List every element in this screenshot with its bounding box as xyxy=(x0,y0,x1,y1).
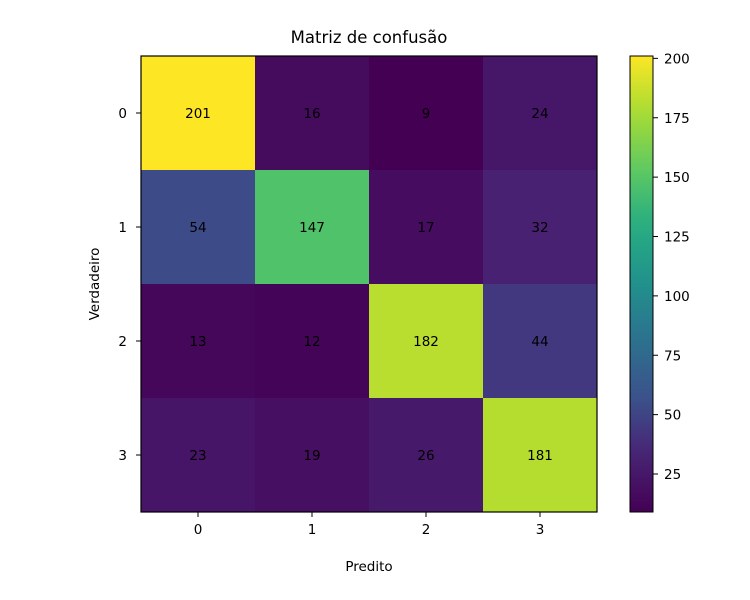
heatmap-cell xyxy=(255,398,370,513)
heatmap-cell xyxy=(255,284,370,399)
x-tick-label: 1 xyxy=(308,522,317,538)
heatmap-cell xyxy=(483,284,598,399)
cell-value-label: 13 xyxy=(189,334,206,350)
heatmap-cell xyxy=(369,284,484,399)
cell-value-label: 12 xyxy=(303,334,320,350)
cell-value-label: 19 xyxy=(303,448,320,464)
cell-value-label: 201 xyxy=(185,106,211,122)
heatmap-cell xyxy=(141,398,256,513)
colorbar-tick-label: 50 xyxy=(664,408,681,424)
heatmap-cell xyxy=(255,56,370,171)
x-axis-ticks: 0 1 2 3 xyxy=(194,512,545,538)
cell-value-label: 147 xyxy=(299,220,325,236)
colorbar-tick-label: 100 xyxy=(664,289,690,305)
y-axis-ticks: 0 1 2 3 xyxy=(118,106,141,464)
heatmap-cell xyxy=(483,170,598,285)
heatmap-cell xyxy=(483,398,598,513)
cell-value-label: 9 xyxy=(422,106,431,122)
heatmap-cell xyxy=(255,170,370,285)
colorbar-tick-label: 200 xyxy=(664,51,690,67)
cell-value-label: 24 xyxy=(531,106,548,122)
colorbar-tick-label: 75 xyxy=(664,348,681,364)
y-tick-label: 3 xyxy=(118,448,127,464)
colorbar-tick-label: 150 xyxy=(664,170,690,186)
colorbar xyxy=(629,55,654,513)
cell-value-label: 181 xyxy=(527,448,553,464)
heatmap-cell xyxy=(141,56,256,171)
heatmap-cell xyxy=(141,284,256,399)
colorbar-tick-label: 125 xyxy=(664,230,690,246)
heatmap-cell xyxy=(141,170,256,285)
heatmap-frame xyxy=(140,55,598,513)
x-axis-label: Predito xyxy=(345,559,392,575)
colorbar-ticks: 25 50 75 100 125 150 175 200 xyxy=(653,51,690,483)
cell-value-label: 32 xyxy=(531,220,548,236)
x-tick-label: 2 xyxy=(422,522,431,538)
cell-labels: 201 16 9 24 54 147 17 32 13 12 182 44 23 19 26 181 xyxy=(185,106,553,464)
chart-title: Matriz de confusão xyxy=(291,28,448,47)
cell-value-label: 182 xyxy=(413,334,439,350)
colorbar-tick-label: 175 xyxy=(664,111,690,127)
y-tick-label: 1 xyxy=(118,220,127,236)
y-axis-label: Verdadeiro xyxy=(87,248,103,321)
cell-value-label: 54 xyxy=(189,220,206,236)
x-tick-label: 3 xyxy=(536,522,545,538)
cell-value-label: 26 xyxy=(417,448,434,464)
heatmap-cells xyxy=(141,56,598,513)
heatmap-cell xyxy=(369,56,484,171)
y-tick-label: 0 xyxy=(118,106,127,122)
colorbar-tick-label: 25 xyxy=(664,467,681,483)
heatmap-cell xyxy=(483,56,598,171)
cell-value-label: 16 xyxy=(303,106,320,122)
x-tick-label: 0 xyxy=(194,522,203,538)
cell-value-label: 44 xyxy=(531,334,548,350)
heatmap-cell xyxy=(369,398,484,513)
cell-value-label: 23 xyxy=(189,448,206,464)
y-tick-label: 2 xyxy=(118,334,127,350)
heatmap-cell xyxy=(369,170,484,285)
cell-value-label: 17 xyxy=(417,220,434,236)
